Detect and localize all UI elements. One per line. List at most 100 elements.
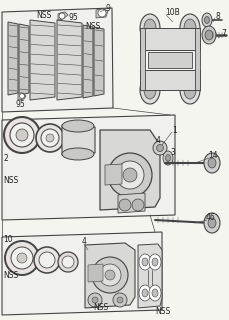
Ellipse shape (92, 297, 98, 303)
Ellipse shape (144, 81, 156, 99)
Text: NSS: NSS (36, 11, 51, 20)
Polygon shape (19, 24, 29, 95)
Text: 2: 2 (3, 154, 8, 163)
Ellipse shape (36, 124, 64, 152)
Ellipse shape (10, 123, 34, 147)
Ellipse shape (204, 153, 220, 173)
Ellipse shape (140, 76, 160, 104)
Polygon shape (195, 28, 200, 90)
Ellipse shape (108, 153, 152, 197)
Polygon shape (2, 115, 175, 220)
Text: 95: 95 (15, 100, 25, 108)
Ellipse shape (204, 213, 220, 233)
Ellipse shape (140, 14, 160, 42)
Ellipse shape (205, 30, 213, 40)
Ellipse shape (149, 254, 161, 270)
Polygon shape (88, 264, 103, 282)
Text: 4: 4 (156, 135, 161, 145)
Ellipse shape (139, 285, 151, 301)
Ellipse shape (180, 76, 200, 104)
Ellipse shape (88, 293, 102, 307)
Polygon shape (8, 22, 18, 95)
Text: NSS: NSS (85, 21, 100, 30)
Ellipse shape (11, 247, 33, 269)
Text: 46: 46 (206, 212, 216, 221)
Ellipse shape (58, 252, 78, 272)
Ellipse shape (202, 26, 216, 44)
Text: 7: 7 (221, 28, 226, 37)
Ellipse shape (39, 252, 55, 268)
Polygon shape (94, 27, 104, 96)
Text: 3: 3 (170, 148, 175, 156)
Text: 10B: 10B (165, 7, 180, 17)
Polygon shape (96, 9, 108, 18)
Ellipse shape (19, 93, 25, 99)
Polygon shape (105, 164, 122, 185)
Ellipse shape (153, 141, 167, 155)
Ellipse shape (17, 253, 27, 263)
Ellipse shape (98, 9, 106, 17)
Ellipse shape (132, 199, 144, 211)
Ellipse shape (142, 258, 148, 266)
Ellipse shape (139, 254, 151, 270)
Ellipse shape (105, 270, 115, 280)
Ellipse shape (202, 13, 212, 27)
Ellipse shape (204, 17, 210, 23)
Polygon shape (140, 28, 200, 50)
Text: 8: 8 (215, 12, 220, 20)
Ellipse shape (4, 117, 40, 153)
Ellipse shape (156, 145, 164, 151)
Ellipse shape (166, 155, 171, 162)
Text: NSS: NSS (3, 270, 18, 279)
Polygon shape (148, 52, 192, 68)
Ellipse shape (59, 13, 65, 19)
Ellipse shape (41, 129, 59, 147)
Polygon shape (2, 232, 162, 315)
Ellipse shape (16, 129, 28, 141)
Ellipse shape (99, 264, 121, 286)
Ellipse shape (113, 293, 127, 307)
Text: 10: 10 (3, 236, 13, 244)
Polygon shape (18, 93, 26, 100)
Ellipse shape (180, 14, 200, 42)
Ellipse shape (208, 158, 216, 168)
Ellipse shape (62, 120, 94, 132)
Polygon shape (85, 243, 135, 308)
Ellipse shape (152, 289, 158, 297)
Ellipse shape (119, 199, 131, 211)
Polygon shape (58, 12, 68, 20)
Ellipse shape (163, 151, 173, 165)
Polygon shape (138, 244, 162, 308)
Polygon shape (83, 25, 93, 98)
Polygon shape (62, 125, 95, 155)
Ellipse shape (142, 289, 148, 297)
Polygon shape (100, 130, 160, 210)
Polygon shape (57, 20, 82, 100)
Polygon shape (118, 193, 145, 213)
Text: NSS: NSS (93, 302, 108, 311)
Text: 95: 95 (68, 12, 78, 21)
Ellipse shape (144, 19, 156, 37)
Polygon shape (2, 8, 113, 112)
Polygon shape (140, 70, 200, 90)
Ellipse shape (152, 258, 158, 266)
Text: 4: 4 (82, 237, 87, 246)
Ellipse shape (184, 19, 196, 37)
Ellipse shape (208, 218, 216, 228)
Ellipse shape (62, 148, 94, 160)
Text: 9: 9 (105, 4, 110, 12)
Ellipse shape (116, 161, 144, 189)
Text: 14: 14 (208, 150, 218, 159)
Ellipse shape (5, 241, 39, 275)
Text: NSS: NSS (3, 175, 18, 185)
Text: 1: 1 (172, 125, 177, 134)
Polygon shape (30, 20, 55, 100)
Ellipse shape (184, 81, 196, 99)
Text: NSS: NSS (155, 308, 170, 316)
Ellipse shape (62, 256, 74, 268)
Ellipse shape (149, 285, 161, 301)
Ellipse shape (34, 247, 60, 273)
Ellipse shape (117, 297, 123, 303)
Ellipse shape (46, 134, 54, 142)
Ellipse shape (123, 168, 137, 182)
